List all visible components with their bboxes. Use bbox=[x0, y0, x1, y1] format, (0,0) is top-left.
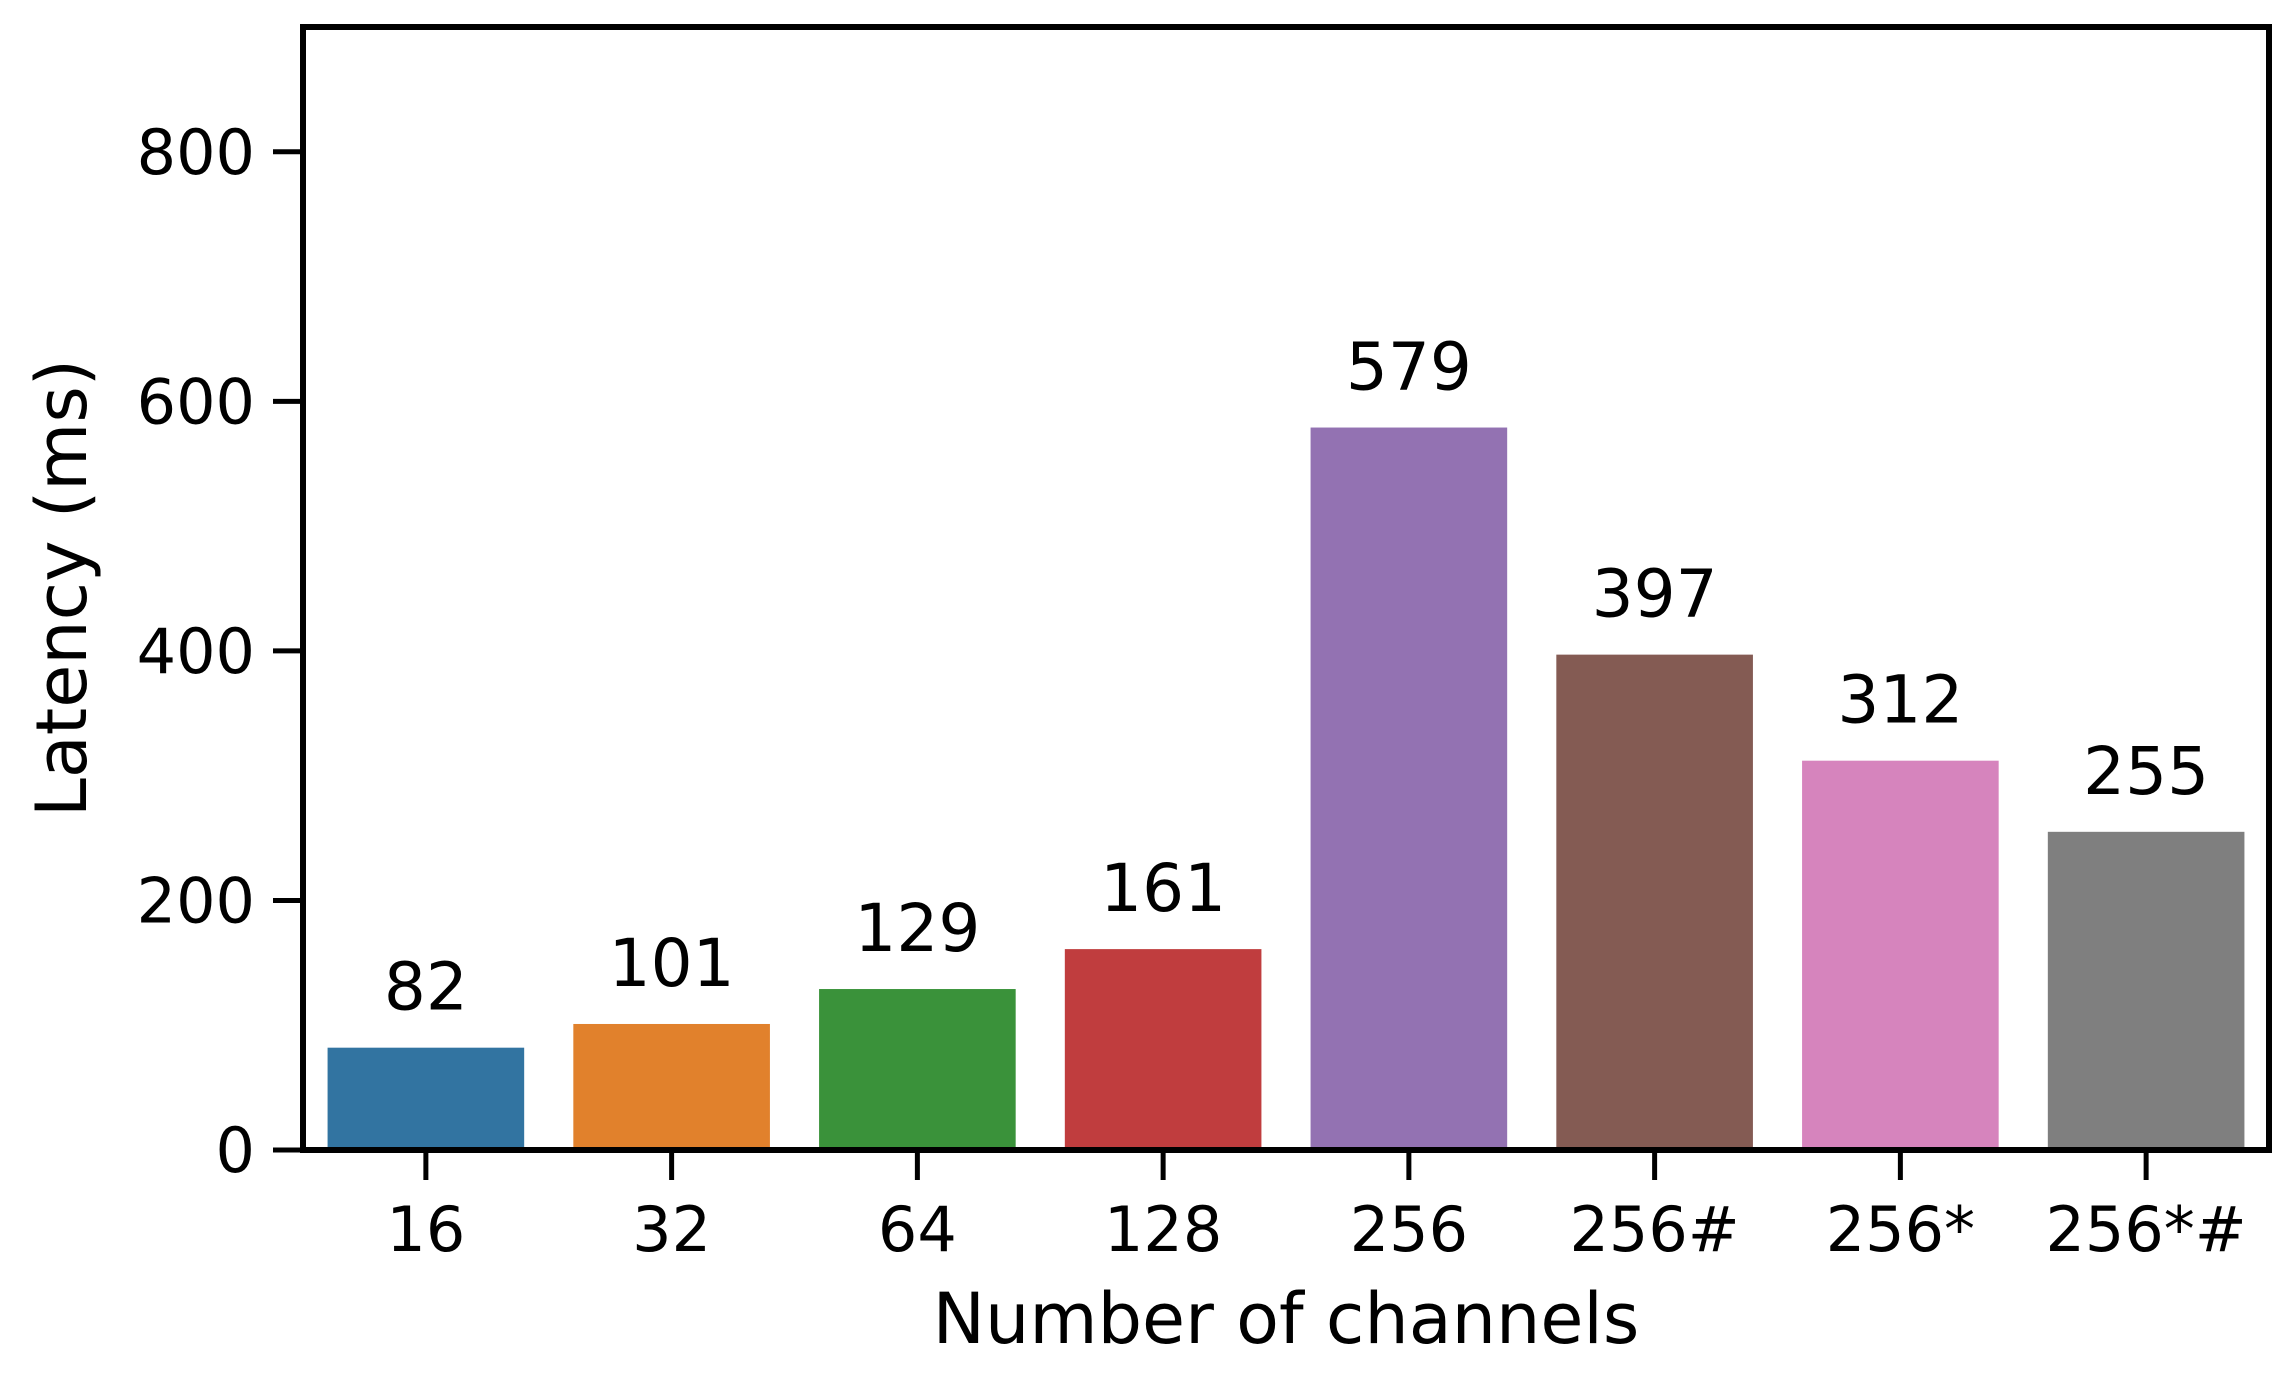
data-label-256*: 312 bbox=[1837, 662, 1963, 739]
bars-layer: 82 101 129 161 579 397 312 255 bbox=[327, 329, 2245, 1151]
x-tick-label: 64 bbox=[878, 1193, 957, 1266]
data-label-256#: 397 bbox=[1592, 556, 1718, 633]
x-tick-label: 128 bbox=[1104, 1193, 1222, 1266]
y-tick-label: 400 bbox=[137, 615, 255, 688]
bar-256*# bbox=[2047, 831, 2245, 1150]
y-tick-label: 800 bbox=[137, 116, 255, 189]
x-tick-label: 16 bbox=[386, 1193, 465, 1266]
data-label-128: 161 bbox=[1100, 850, 1226, 927]
y-axis-label: Latency (ms) bbox=[21, 359, 103, 817]
bar-16 bbox=[327, 1047, 525, 1150]
plot-frame bbox=[300, 24, 2272, 1153]
x-tick-label: 256# bbox=[1569, 1193, 1739, 1266]
x-tick-label: 256 bbox=[1350, 1193, 1468, 1266]
x-axis-label: Number of channels bbox=[933, 1278, 1640, 1360]
bar-256# bbox=[1556, 654, 1753, 1150]
ticks-layer: 16 32 64 128 256 256# 256* 256*# 0 200 400 600 800 bbox=[137, 116, 2247, 1266]
x-tick-label: 256*# bbox=[2045, 1193, 2246, 1266]
bar-256 bbox=[1310, 427, 1508, 1151]
data-label-64: 129 bbox=[854, 890, 980, 967]
data-label-16: 82 bbox=[384, 949, 468, 1026]
bar-128 bbox=[1064, 949, 1262, 1150]
y-tick-label: 600 bbox=[137, 365, 255, 438]
y-tick-label: 0 bbox=[216, 1114, 255, 1187]
x-tick-label: 256* bbox=[1826, 1193, 1975, 1266]
bar-256* bbox=[1802, 760, 1999, 1150]
bar-32 bbox=[573, 1023, 770, 1150]
bar-64 bbox=[819, 989, 1016, 1150]
x-tick-label: 32 bbox=[632, 1193, 711, 1266]
y-tick-label: 200 bbox=[137, 864, 255, 937]
data-label-32: 101 bbox=[609, 925, 735, 1002]
data-label-256: 579 bbox=[1346, 329, 1472, 406]
data-label-256*#: 255 bbox=[2083, 733, 2209, 810]
